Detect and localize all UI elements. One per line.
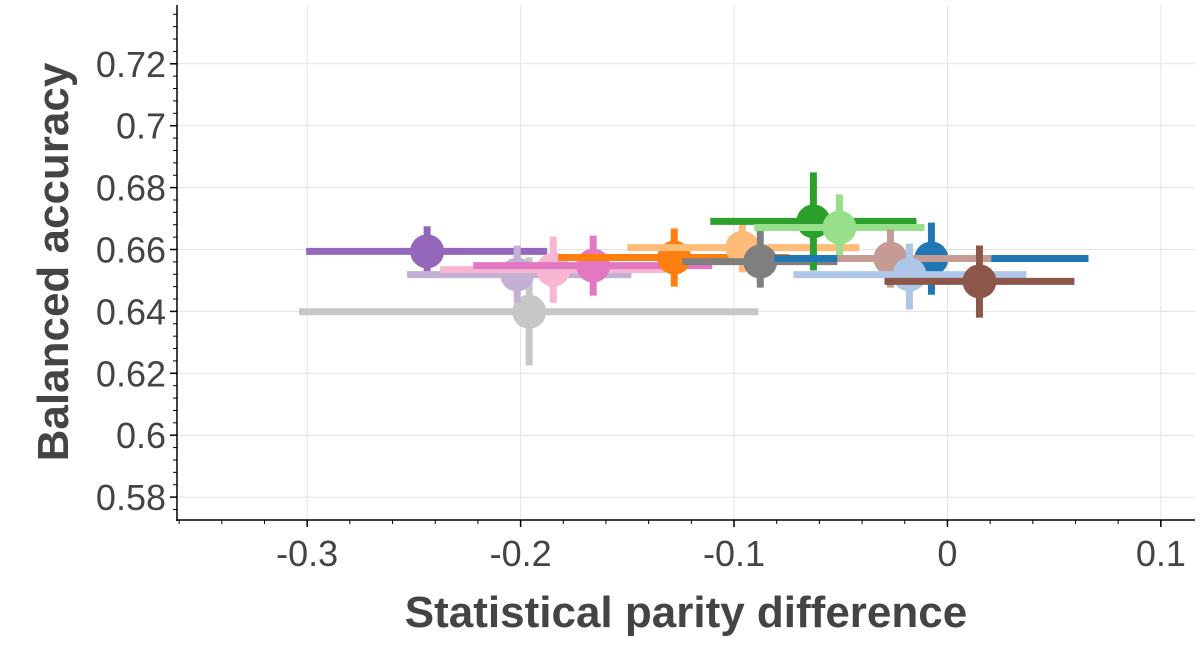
y-tick-label: 0.62 <box>96 353 166 394</box>
y-tick-label: 0.64 <box>96 291 166 332</box>
x-tick-label: 0 <box>937 533 957 574</box>
x-tick-label: -0.2 <box>490 533 552 574</box>
x-tick-label: -0.3 <box>276 533 338 574</box>
y-tick-label: 0.68 <box>96 168 166 209</box>
data-point <box>822 210 857 245</box>
x-axis-label: Statistical parity difference <box>405 588 967 637</box>
data-point <box>512 294 547 329</box>
data-point <box>962 264 997 299</box>
data-points <box>299 172 1089 366</box>
data-point <box>743 244 778 279</box>
axes: -0.3 -0.2 -0.1 0 0.1 0.58 0.6 0.62 0.64 0.66 0.68 0… <box>96 5 1195 574</box>
y-tick-label: 0.58 <box>96 477 166 518</box>
x-tick-label: 0.1 <box>1136 533 1186 574</box>
y-axis-label: Balanced accuracy <box>29 62 78 461</box>
data-point <box>536 252 571 287</box>
y-tick-label: 0.6 <box>116 415 166 456</box>
y-tick-label: 0.72 <box>96 44 166 85</box>
x-tick-label: -0.1 <box>703 533 765 574</box>
data-point <box>892 257 927 292</box>
data-point <box>576 248 611 283</box>
y-tick-label: 0.7 <box>116 106 166 147</box>
data-point <box>410 234 445 269</box>
y-tick-label: 0.66 <box>96 230 166 271</box>
